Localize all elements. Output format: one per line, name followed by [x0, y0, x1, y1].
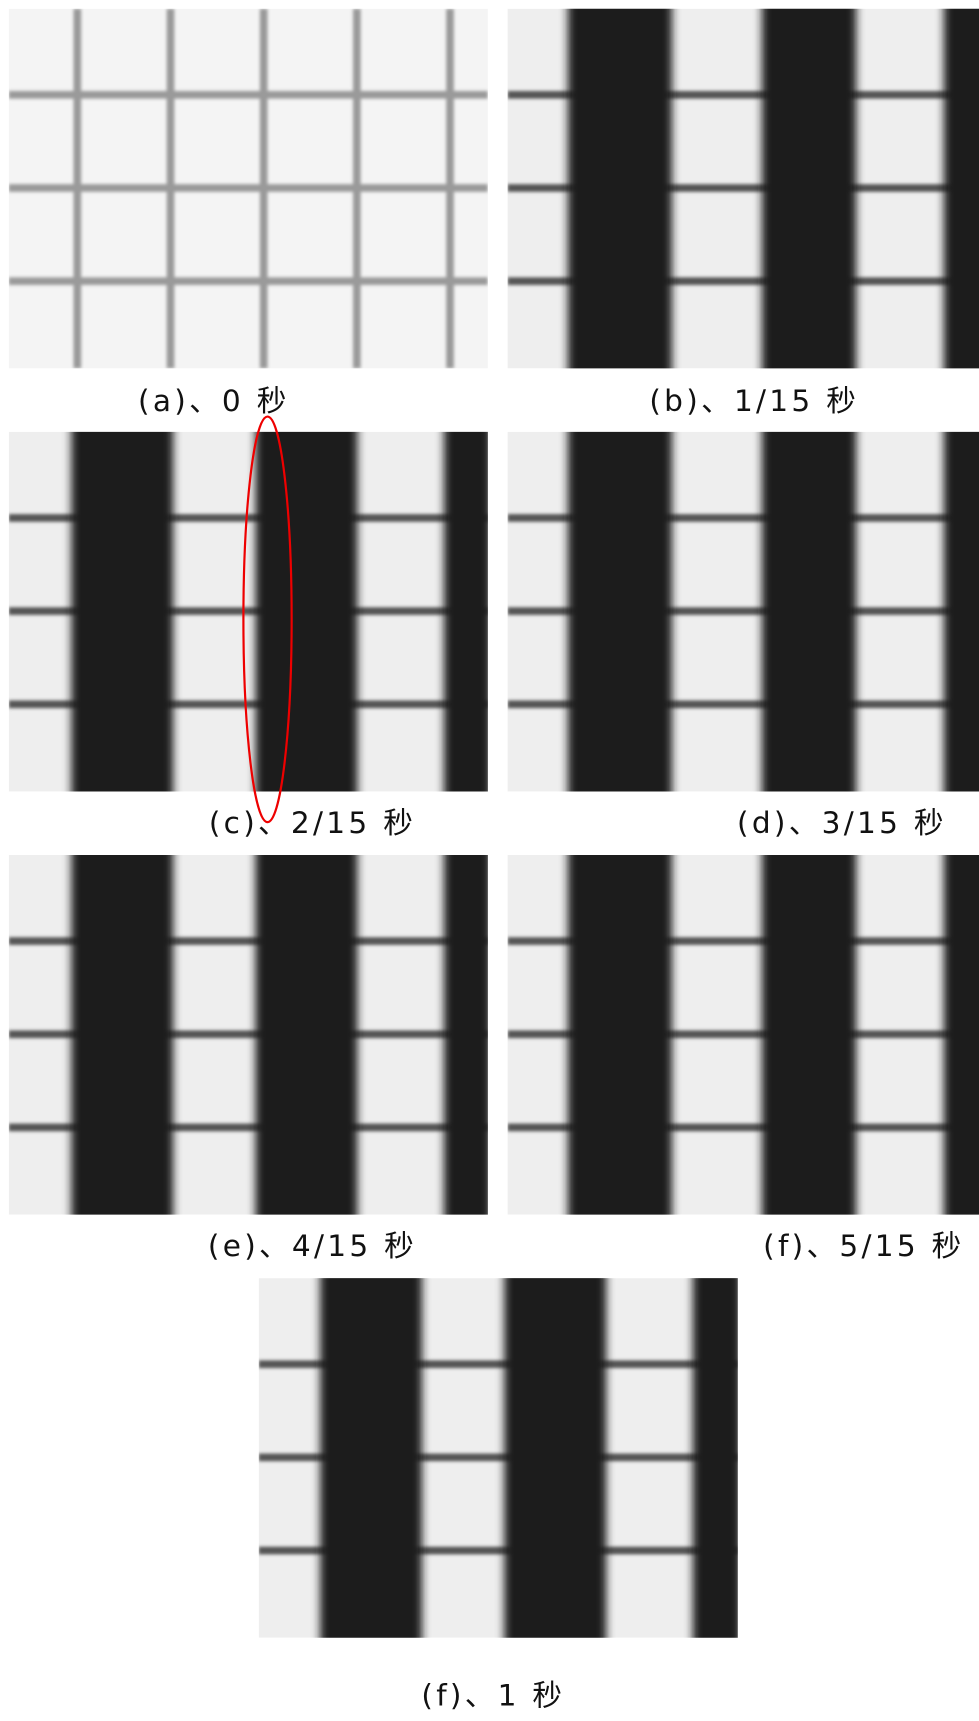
- dark-stripe: [71, 833, 173, 1236]
- figure: (a)、0 秒 (b)、1/15 秒 (c)、2/15 秒 (d)、3/15 秒 (e)…: [0, 0, 979, 1721]
- photo-panel: [9, 833, 491, 1236]
- dark-stripe: [693, 1256, 741, 1659]
- grid-line: [167, 9, 175, 369]
- caption: (b)、1/15 秒: [649, 384, 859, 418]
- page: {"panels": [ {"caption": "(a)、0 秒"}, {"c…: [0, 0, 979, 1721]
- caption: (d)、3/15 秒: [737, 806, 947, 840]
- dark-stripe: [762, 0, 856, 390]
- grid-line: [446, 9, 454, 369]
- dark-stripe: [504, 1256, 606, 1659]
- dark-stripe: [255, 410, 357, 813]
- dark-stripe: [444, 833, 491, 1236]
- dark-stripe: [320, 1256, 422, 1659]
- dark-stripe: [568, 0, 672, 390]
- grid-line: [260, 9, 268, 369]
- caption: (f)、5/15 秒: [763, 1229, 964, 1263]
- caption: (c)、2/15 秒: [209, 806, 416, 840]
- panels: (a)、0 秒 (b)、1/15 秒 (c)、2/15 秒 (d)、3/15 秒 (e)…: [9, 0, 979, 1712]
- photo-panel: [259, 1256, 741, 1659]
- photo-panel: [508, 833, 979, 1236]
- dark-stripe: [568, 833, 672, 1236]
- dark-stripe: [444, 410, 491, 813]
- grid-line: [74, 9, 82, 369]
- photo-panel: [508, 0, 979, 390]
- dark-stripe: [944, 833, 979, 1236]
- dark-stripe: [568, 410, 672, 813]
- caption: (e)、4/15 秒: [208, 1229, 417, 1263]
- caption: (a)、0 秒: [138, 384, 290, 418]
- dark-stripe: [71, 410, 173, 813]
- dark-stripe: [762, 833, 856, 1236]
- dark-stripe: [944, 0, 979, 390]
- dark-stripe: [944, 410, 979, 813]
- grid-line: [353, 9, 361, 369]
- photo-panel: [9, 9, 488, 369]
- dark-stripe: [255, 833, 357, 1236]
- dark-stripe: [762, 410, 856, 813]
- caption: (f)、1 秒: [421, 1678, 565, 1712]
- photo-panel: [508, 410, 979, 813]
